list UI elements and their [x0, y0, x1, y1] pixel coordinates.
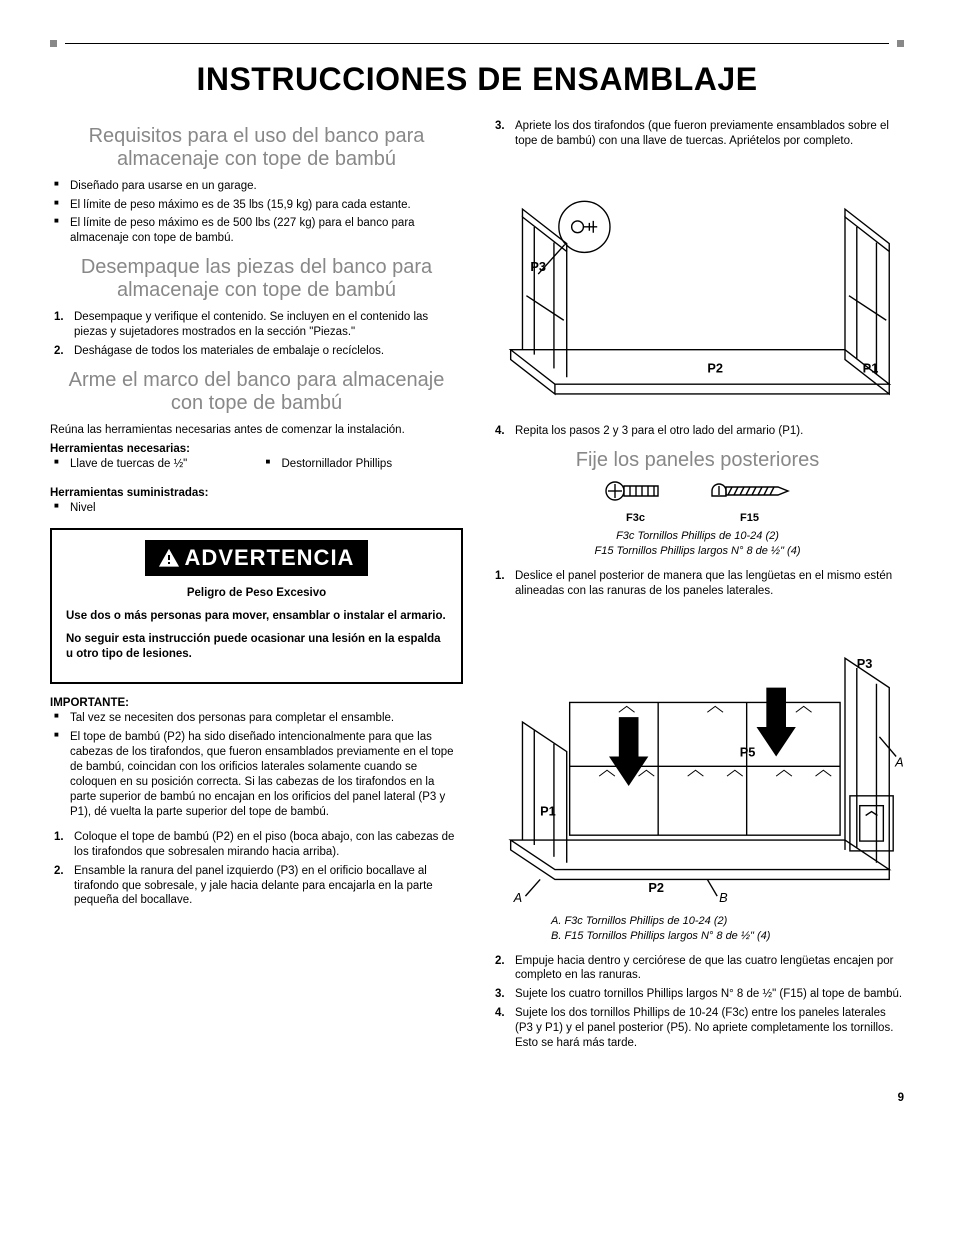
list-item: 3.Apriete los dos tirafondos (que fueron…: [495, 119, 904, 149]
screw-f3c-icon: [604, 480, 668, 502]
svg-text:B: B: [719, 890, 728, 904]
svg-text:P3: P3: [857, 656, 873, 671]
screw-label: F3c: [604, 511, 668, 525]
list-item: 3.Sujete los cuatro tornillos Phillips l…: [495, 987, 904, 1002]
section-heading: Fije los paneles posteriores: [491, 449, 904, 472]
header-rule: [50, 40, 904, 47]
screw-note: F3c Tornillos Phillips de 10-24 (2) F15 …: [491, 529, 904, 559]
section-heading: Requisitos para el uso del banco para al…: [50, 125, 463, 171]
list-item: 2.Ensamble la ranura del panel izquierdo…: [54, 864, 463, 909]
warning-icon: [159, 549, 179, 567]
page-title: INSTRUCCIONES DE ENSAMBLAJE: [50, 59, 904, 101]
bullet-list: Tal vez se necesiten dos personas para c…: [50, 711, 463, 820]
ordered-list: 1.Coloque el tope de bambú (P2) en el pi…: [50, 830, 463, 909]
screw-icons: F3c F15: [491, 480, 904, 525]
ordered-list: 4.Repita los pasos 2 y 3 para el otro la…: [491, 424, 904, 439]
list-item: Tal vez se necesiten dos personas para c…: [50, 711, 463, 726]
warning-text: No seguir esta instrucción puede ocasion…: [66, 632, 447, 662]
list-item: Destornillador Phillips: [262, 457, 464, 472]
warning-text: Use dos o más personas para mover, ensam…: [66, 609, 447, 624]
label: Herramientas suministradas:: [50, 486, 463, 501]
list-item: Nivel: [50, 501, 463, 516]
figure-frame-assembly: P3 P2 P1: [491, 158, 904, 414]
list-item: Diseñado para usarse en un garage.: [50, 179, 463, 194]
warning-title: ADVERTENCIA: [145, 540, 369, 577]
list-item: 4.Repita los pasos 2 y 3 para el otro la…: [495, 424, 904, 439]
fig-label-p2: P2: [707, 361, 723, 376]
figure-back-panel: P3 P5 P1 P2 A A B: [491, 609, 904, 904]
label: IMPORTANTE:: [50, 696, 463, 711]
label: Herramientas necesarias:: [50, 442, 463, 457]
left-column: Requisitos para el uso del banco para al…: [50, 119, 463, 1062]
list-item: El tope de bambú (P2) ha sido diseñado i…: [50, 730, 463, 820]
svg-text:P1: P1: [540, 803, 556, 818]
list-item: 1.Coloque el tope de bambú (P2) en el pi…: [54, 830, 463, 860]
svg-text:P2: P2: [648, 880, 664, 895]
list-item: 4.Sujete los dos tornillos Phillips de 1…: [495, 1006, 904, 1051]
list-item: El límite de peso máximo es de 500 lbs (…: [50, 216, 463, 246]
warning-subtitle: Peligro de Peso Excesivo: [66, 586, 447, 601]
paragraph: Reúna las herramientas necesarias antes …: [50, 423, 463, 438]
ordered-list: 3.Apriete los dos tirafondos (que fueron…: [491, 119, 904, 149]
fig-label-p3: P3: [530, 260, 546, 275]
section-heading: Arme el marco del banco para almacenaje …: [50, 369, 463, 415]
list-item: 1.Deslice el panel posterior de manera q…: [495, 569, 904, 599]
warning-box: ADVERTENCIA Peligro de Peso Excesivo Use…: [50, 528, 463, 684]
svg-text:P5: P5: [740, 744, 756, 759]
screw-label: F15: [708, 511, 792, 525]
list-item: 2.Deshágase de todos los materiales de e…: [54, 344, 463, 359]
svg-text:A: A: [894, 754, 904, 769]
right-column: 3.Apriete los dos tirafondos (que fueron…: [491, 119, 904, 1062]
fig-label-p1: P1: [863, 361, 879, 376]
list-item: El límite de peso máximo es de 35 lbs (1…: [50, 198, 463, 213]
bullet-list: Diseñado para usarse en un garage. El lí…: [50, 179, 463, 247]
screw-f15-icon: [708, 480, 792, 502]
svg-text:A: A: [513, 890, 523, 904]
ordered-list: 2.Empuje hacia dentro y cerciórese de qu…: [491, 954, 904, 1052]
section-heading: Desempaque las piezas del banco para alm…: [50, 256, 463, 302]
figure-caption: A. F3c Tornillos Phillips de 10-24 (2) B…: [551, 914, 904, 944]
list-item: 2.Empuje hacia dentro y cerciórese de qu…: [495, 954, 904, 984]
list-item: 1.Desempaque y verifique el contenido. S…: [54, 310, 463, 340]
ordered-list: 1.Desempaque y verifique el contenido. S…: [50, 310, 463, 359]
list-item: Llave de tuercas de ½": [50, 457, 252, 472]
page-number: 9: [50, 1091, 904, 1106]
ordered-list: 1.Deslice el panel posterior de manera q…: [491, 569, 904, 599]
